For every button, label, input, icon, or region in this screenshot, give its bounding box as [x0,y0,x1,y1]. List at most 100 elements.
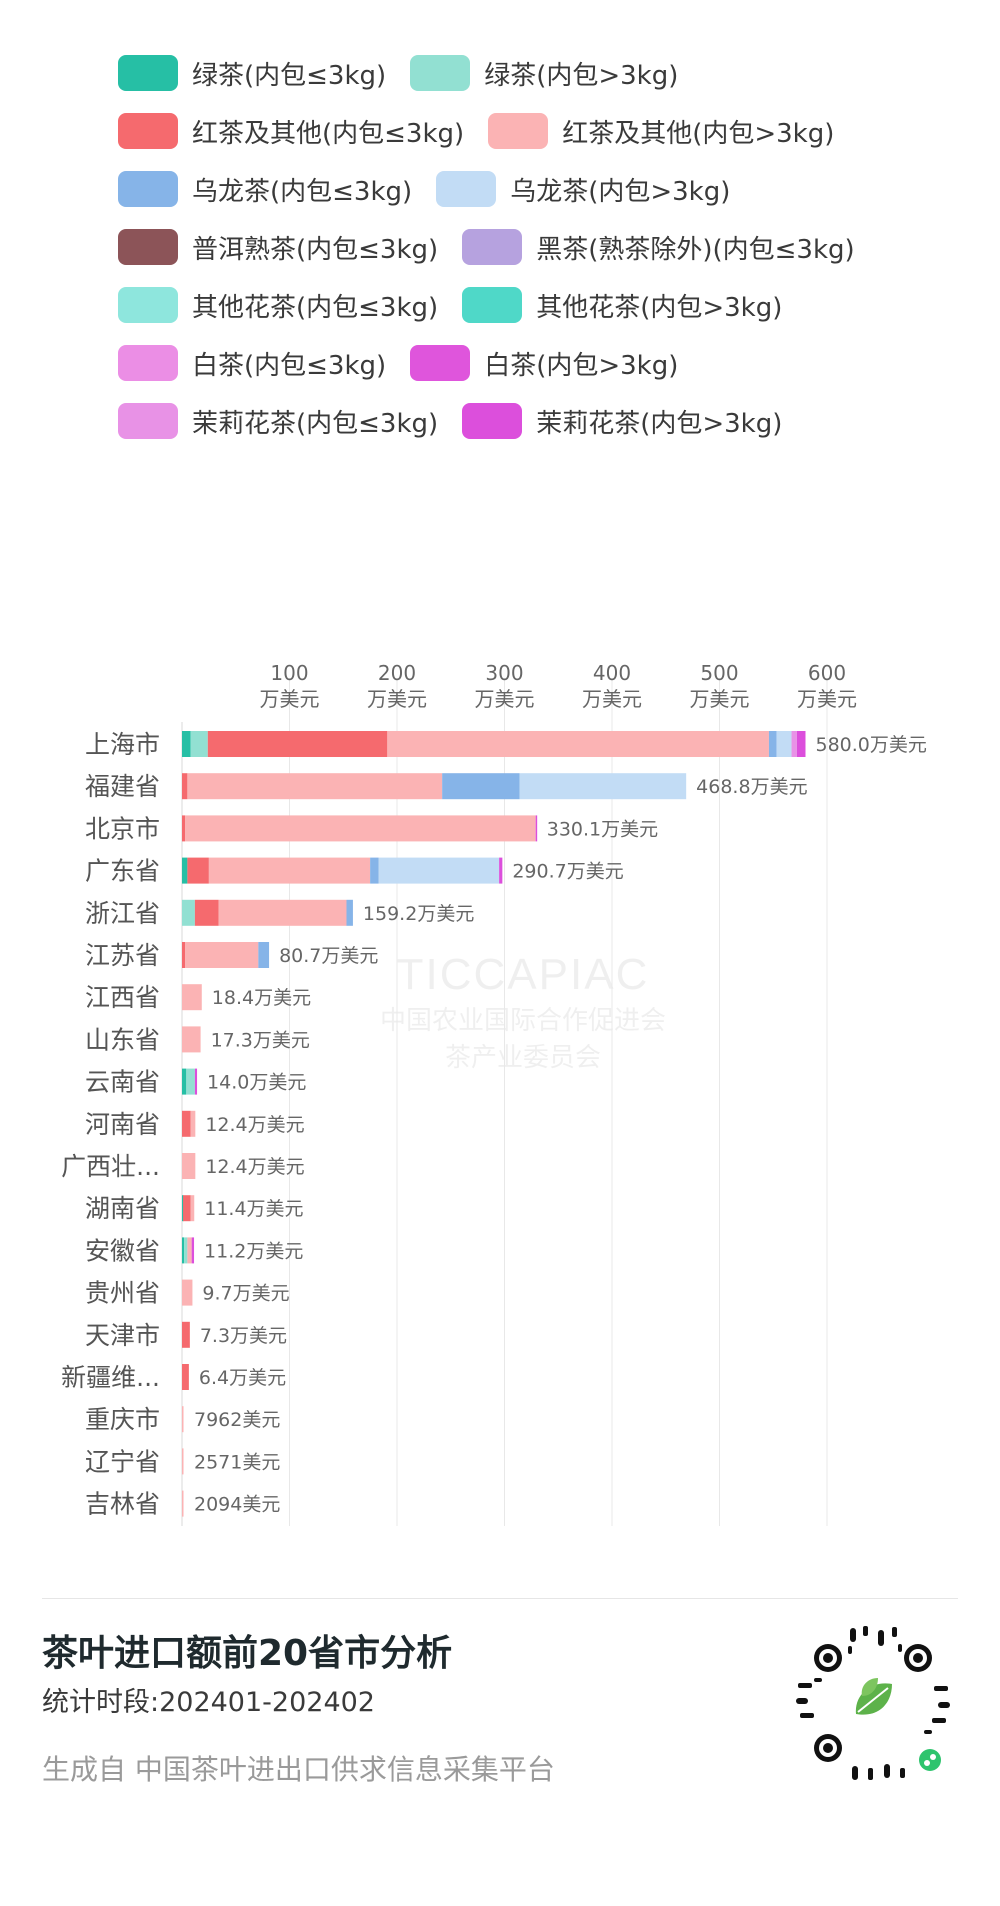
legend-item[interactable]: 普洱熟茶(内包≤3kg) [118,229,438,266]
legend-swatch [118,55,178,91]
bar-value-label: 159.2万美元 [363,903,474,925]
y-category-label: 河南省 [85,1110,160,1139]
legend-label: 茉莉花茶(内包>3kg) [536,408,783,439]
legend-row: 白茶(内包≤3kg) 白茶(内包>3kg) [118,334,938,392]
bar-segment [187,857,209,884]
legend-row: 普洱熟茶(内包≤3kg) 黑茶(熟茶除外)(内包≤3kg) [118,218,938,276]
bar-segment [378,857,500,884]
legend-label: 其他花茶(内包≤3kg) [192,292,439,323]
legend-item[interactable]: 白茶(内包>3kg) [410,345,678,382]
bar-value-label: 580.0万美元 [816,734,927,756]
bar-value-label: 2094美元 [194,1494,280,1516]
bar-segment [499,857,503,884]
bar-segment [182,1110,191,1137]
bar-value-label: 7.3万美元 [200,1325,287,1347]
watermark-text: TICCAPIAC [396,950,650,999]
legend-item[interactable]: 乌龙茶(内包>3kg) [436,171,730,208]
y-category-label: 天津市 [85,1321,160,1350]
legend-label: 绿茶(内包≤3kg) [192,60,387,91]
legend-item[interactable]: 茉莉花茶(内包>3kg) [462,403,782,440]
bar-segment [182,731,191,757]
y-category-label: 云南省 [85,1068,160,1097]
legend-item[interactable]: 白茶(内包≤3kg) [118,345,386,382]
bar-segment [182,1490,184,1517]
y-category-label: 辽宁省 [85,1447,160,1476]
legend-row: 茉莉花茶(内包≤3kg) 茉莉花茶(内包>3kg) [118,392,938,450]
y-category-label: 上海市 [85,730,160,759]
legend-swatch [118,345,178,381]
mini-program-qr-code-icon[interactable] [788,1618,958,1788]
x-tick-label: 600 [808,661,846,685]
bar-segment [182,1321,190,1348]
y-category-label: 广东省 [85,857,160,886]
legend-row: 乌龙茶(内包≤3kg) 乌龙茶(内包>3kg) [118,160,938,218]
legend-item[interactable]: 绿茶(内包≤3kg) [118,55,386,92]
x-tick-unit: 万美元 [367,687,427,711]
bar-value-label: 290.7万美元 [512,861,623,883]
x-tick-label: 300 [485,661,523,685]
legend-row: 红茶及其他(内包≤3kg) 红茶及其他(内包>3kg) [118,102,938,160]
bar-segment [190,1195,195,1222]
bar-segment [796,731,806,757]
bar-value-label: 14.0万美元 [207,1072,306,1094]
legend-item[interactable]: 其他花茶(内包>3kg) [462,287,782,324]
source-note: 生成自 中国茶叶进出口供求信息采集平台 [42,1753,555,1786]
bar-segment [190,731,208,757]
bar-segment [182,1364,189,1390]
y-category-label: 北京市 [85,814,160,843]
x-tick-unit: 万美元 [475,687,535,711]
legend-label: 黑茶(熟茶除外)(内包≤3kg) [536,234,855,265]
legend-swatch [462,403,523,439]
bar-segment [187,773,443,800]
x-tick-label: 500 [700,661,738,685]
x-tick-unit: 万美元 [582,687,642,711]
bar-segment [194,1068,198,1095]
y-category-label: 福建省 [85,772,160,801]
legend-item[interactable]: 绿茶(内包>3kg) [410,55,678,92]
bar-segment [182,1068,187,1095]
bar-segment [186,1068,195,1095]
footer-divider [42,1598,958,1599]
bar-value-label: 12.4万美元 [205,1114,304,1136]
y-category-label: 新疆维... [61,1363,160,1392]
y-category-label: 重庆市 [85,1405,160,1434]
legend-swatch [118,113,178,149]
bar-value-label: 11.4万美元 [204,1198,303,1220]
legend-item[interactable]: 红茶及其他(内包≤3kg) [118,113,464,150]
bar-segment [190,1110,196,1137]
bar-value-label: 468.8万美元 [696,776,807,798]
bar-value-label: 330.1万美元 [547,818,658,840]
bar-segment [182,1153,196,1179]
bar-segment [442,773,520,800]
page-title: 茶叶进口额前20省市分析 [42,1633,453,1674]
legend-item[interactable]: 红茶及其他(内包>3kg) [488,113,834,150]
watermark-line-1: 中国农业国际合作促进会 [380,1005,667,1035]
legend-row: 其他花茶(内包≤3kg) 其他花茶(内包>3kg) [118,276,938,334]
x-tick-unit: 万美元 [260,687,320,711]
bar-segment [791,731,797,757]
bar-value-label: 12.4万美元 [205,1156,304,1178]
legend-label: 乌龙茶(内包>3kg) [510,176,731,207]
legend-swatch [462,229,523,265]
legend-item[interactable]: 茉莉花茶(内包≤3kg) [118,403,438,440]
legend-item[interactable]: 黑茶(熟茶除外)(内包≤3kg) [462,229,855,266]
legend-swatch [410,345,471,381]
watermark: TICCAPIAC 中国农业国际合作促进会 茶产业委员会 [380,950,666,1074]
legend-swatch [118,403,178,439]
watermark-line-2: 茶产业委员会 [445,1042,602,1072]
bar-segment [182,984,202,1011]
x-tick-label: 400 [593,661,631,685]
legend-item[interactable]: 其他花茶(内包≤3kg) [118,287,438,324]
legend-swatch [118,229,178,265]
legend-row: 绿茶(内包≤3kg) 绿茶(内包>3kg) [118,44,938,102]
bar-segment [182,1448,184,1475]
y-category-label: 湖南省 [85,1194,160,1223]
legend-swatch [118,171,178,207]
bar-segment [182,857,188,884]
bar-segment [346,899,353,926]
legend-swatch [410,55,471,91]
statistics-period: 统计时段:202401-202402 [42,1687,375,1718]
legend-item[interactable]: 乌龙茶(内包≤3kg) [118,171,412,208]
legend-label: 红茶及其他(内包≤3kg) [192,118,465,149]
bar-segment [258,942,270,968]
